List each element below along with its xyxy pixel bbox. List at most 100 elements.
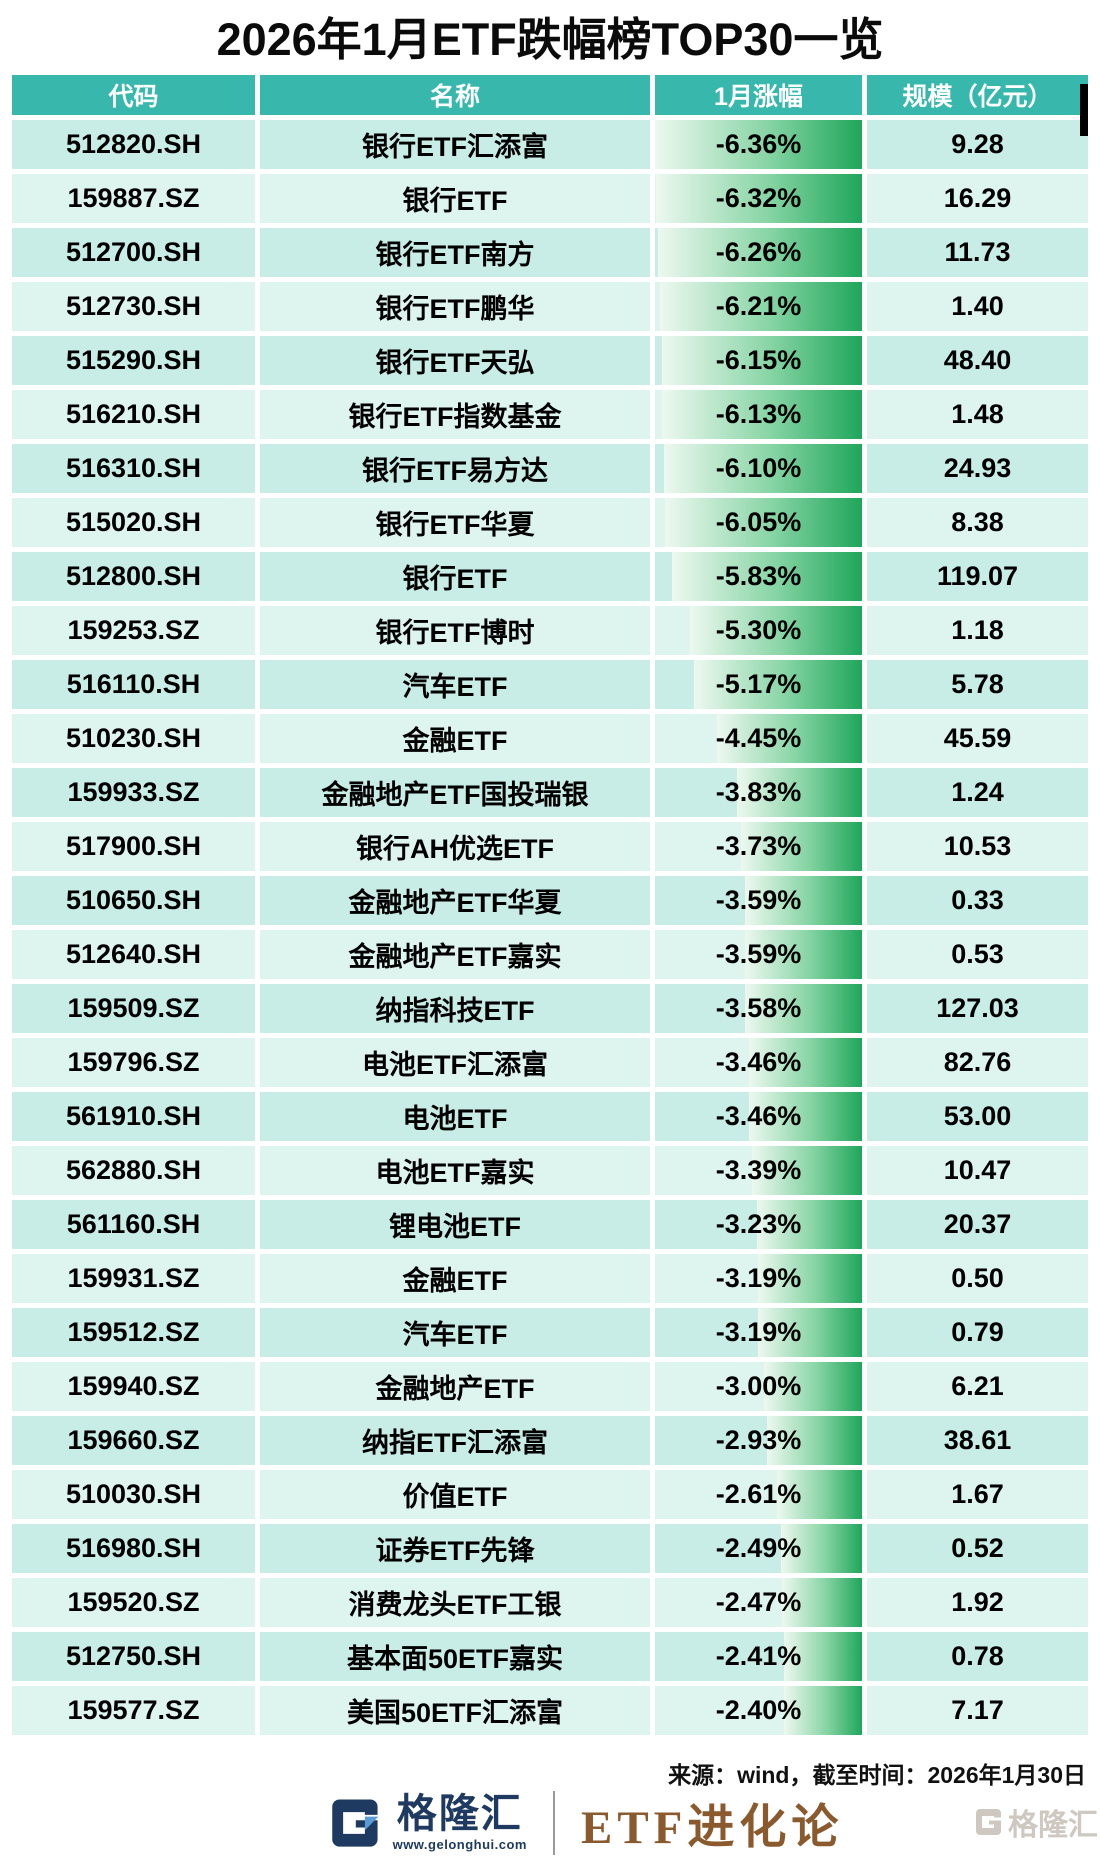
gelonghui-logo-icon	[331, 1798, 379, 1847]
etf-code-cell: 159931.SZ	[12, 1253, 255, 1303]
change-bar	[745, 929, 862, 979]
etf-scale-cell: 0.33	[867, 875, 1088, 925]
change-bar	[749, 1037, 862, 1087]
table-row: 512820.SH 银行ETF汇添富 -6.36% 9.28	[12, 119, 1088, 169]
change-value: -3.19%	[715, 1262, 802, 1293]
table-row: 516110.SH 汽车ETF -5.17% 5.78	[12, 659, 1088, 709]
change-bar	[777, 1469, 862, 1519]
change-value: -3.39%	[715, 1154, 802, 1185]
etf-change-cell: -5.83%	[655, 551, 862, 601]
change-value: -2.41%	[715, 1640, 802, 1671]
table-row: 516980.SH 证券ETF先锋 -2.49% 0.52	[12, 1523, 1088, 1573]
etf-code-cell: 516310.SH	[12, 443, 255, 493]
etf-code-cell: 159660.SZ	[12, 1415, 255, 1465]
data-source-note: 来源：wind，截至时间：2026年1月30日	[668, 1762, 1086, 1788]
etf-name-cell: 美国50ETF汇添富	[260, 1685, 650, 1735]
change-bar	[655, 119, 862, 169]
etf-name-cell: 银行ETF博时	[260, 605, 650, 655]
change-value: -5.17%	[715, 668, 802, 699]
change-bar	[689, 605, 862, 655]
table-row: 510650.SH 金融地产ETF华夏 -3.59% 0.33	[12, 875, 1088, 925]
etf-change-cell: -6.10%	[655, 443, 862, 493]
table-row: 561160.SH 锂电池ETF -3.23% 20.37	[12, 1199, 1088, 1249]
etf-change-cell: -6.36%	[655, 119, 862, 169]
change-bar	[745, 875, 862, 925]
change-bar	[780, 1523, 862, 1573]
etf-change-cell: -3.23%	[655, 1199, 862, 1249]
etf-name-cell: 银行ETF鹏华	[260, 281, 650, 331]
etf-scale-cell: 119.07	[867, 551, 1088, 601]
change-value: -5.83%	[715, 560, 802, 591]
table-row: 159660.SZ 纳指ETF汇添富 -2.93% 38.61	[12, 1415, 1088, 1465]
etf-scale-cell: 48.40	[867, 335, 1088, 385]
etf-name-cell: 价值ETF	[260, 1469, 650, 1519]
change-value: -6.32%	[715, 182, 802, 213]
change-value: -3.73%	[715, 830, 802, 861]
header-code: 代码	[12, 74, 255, 115]
etf-name-cell: 金融ETF	[260, 1253, 650, 1303]
etf-name-cell: 银行ETF指数基金	[260, 389, 650, 439]
watermark-logo-icon	[976, 1809, 1001, 1835]
etf-scale-cell: 6.21	[867, 1361, 1088, 1411]
etf-code-cell: 512700.SH	[12, 227, 255, 277]
etf-code-cell: 159509.SZ	[12, 983, 255, 1033]
change-bar	[764, 1361, 862, 1411]
change-value: -4.45%	[715, 722, 802, 753]
etf-scale-cell: 45.59	[867, 713, 1088, 763]
table-row: 512750.SH 基本面50ETF嘉实 -2.41% 0.78	[12, 1631, 1088, 1681]
table-row: 159512.SZ 汽车ETF -3.19% 0.79	[12, 1307, 1088, 1357]
etf-code-cell: 517900.SH	[12, 821, 255, 871]
change-value: -3.46%	[715, 1100, 802, 1131]
change-bar	[672, 551, 862, 601]
etf-name-cell: 锂电池ETF	[260, 1199, 650, 1249]
table-row: 512800.SH 银行ETF -5.83% 119.07	[12, 551, 1088, 601]
etf-name-cell: 银行ETF天弘	[260, 335, 650, 385]
etf-change-cell: -3.59%	[655, 875, 862, 925]
etf-name-cell: 金融地产ETF	[260, 1361, 650, 1411]
etf-scale-cell: 0.52	[867, 1523, 1088, 1573]
etf-scale-cell: 53.00	[867, 1091, 1088, 1141]
etf-code-cell: 516980.SH	[12, 1523, 255, 1573]
etf-change-cell: -3.19%	[655, 1253, 862, 1303]
etf-code-cell: 159933.SZ	[12, 767, 255, 817]
table-row: 561910.SH 电池ETF -3.46% 53.00	[12, 1091, 1088, 1141]
etf-code-cell: 512800.SH	[12, 551, 255, 601]
etf-scale-cell: 1.40	[867, 281, 1088, 331]
etf-code-cell: 159796.SZ	[12, 1037, 255, 1087]
etf-change-cell: -6.26%	[655, 227, 862, 277]
etf-name-cell: 消费龙头ETF工银	[260, 1577, 650, 1627]
etf-name-cell: 纳指科技ETF	[260, 983, 650, 1033]
etf-change-cell: -5.30%	[655, 605, 862, 655]
change-value: -6.36%	[715, 128, 802, 159]
etf-scale-cell: 0.78	[867, 1631, 1088, 1681]
etf-change-cell: -3.58%	[655, 983, 862, 1033]
page-title: 2026年1月ETF跌幅榜TOP30一览	[216, 14, 884, 65]
etf-name-cell: 银行ETF汇添富	[260, 119, 650, 169]
change-value: -3.83%	[715, 776, 802, 807]
change-value: -2.47%	[715, 1586, 802, 1617]
etf-change-cell: -3.00%	[655, 1361, 862, 1411]
column-title: ETF进化论	[580, 1802, 844, 1854]
change-value: -3.46%	[715, 1046, 802, 1077]
etf-scale-cell: 1.67	[867, 1469, 1088, 1519]
etf-code-cell: 510030.SH	[12, 1469, 255, 1519]
table-header-row: 代码 名称 1月涨幅 规模（亿元）	[12, 74, 1088, 136]
table-row: 562880.SH 电池ETF嘉实 -3.39% 10.47	[12, 1145, 1088, 1195]
change-bar	[662, 389, 862, 439]
etf-change-cell: -2.40%	[655, 1685, 862, 1735]
etf-change-cell: -6.15%	[655, 335, 862, 385]
table-row: 516210.SH 银行ETF指数基金 -6.13% 1.48	[12, 389, 1088, 439]
change-bar	[656, 173, 862, 223]
etf-scale-cell: 10.47	[867, 1145, 1088, 1195]
etf-table: 代码 名称 1月涨幅 规模（亿元） 512820.SH 银行ETF汇添富 -6.36…	[12, 74, 1088, 1735]
change-value: -3.58%	[715, 992, 802, 1023]
etf-change-cell: -6.32%	[655, 173, 862, 223]
table-row: 516310.SH 银行ETF易方达 -6.10% 24.93	[12, 443, 1088, 493]
etf-scale-cell: 0.50	[867, 1253, 1088, 1303]
etf-scale-cell: 11.73	[867, 227, 1088, 277]
change-value: -2.61%	[715, 1478, 802, 1509]
etf-scale-cell: 82.76	[867, 1037, 1088, 1087]
change-bar	[665, 497, 862, 547]
change-value: -2.49%	[715, 1532, 802, 1563]
etf-name-cell: 银行ETF易方达	[260, 443, 650, 493]
